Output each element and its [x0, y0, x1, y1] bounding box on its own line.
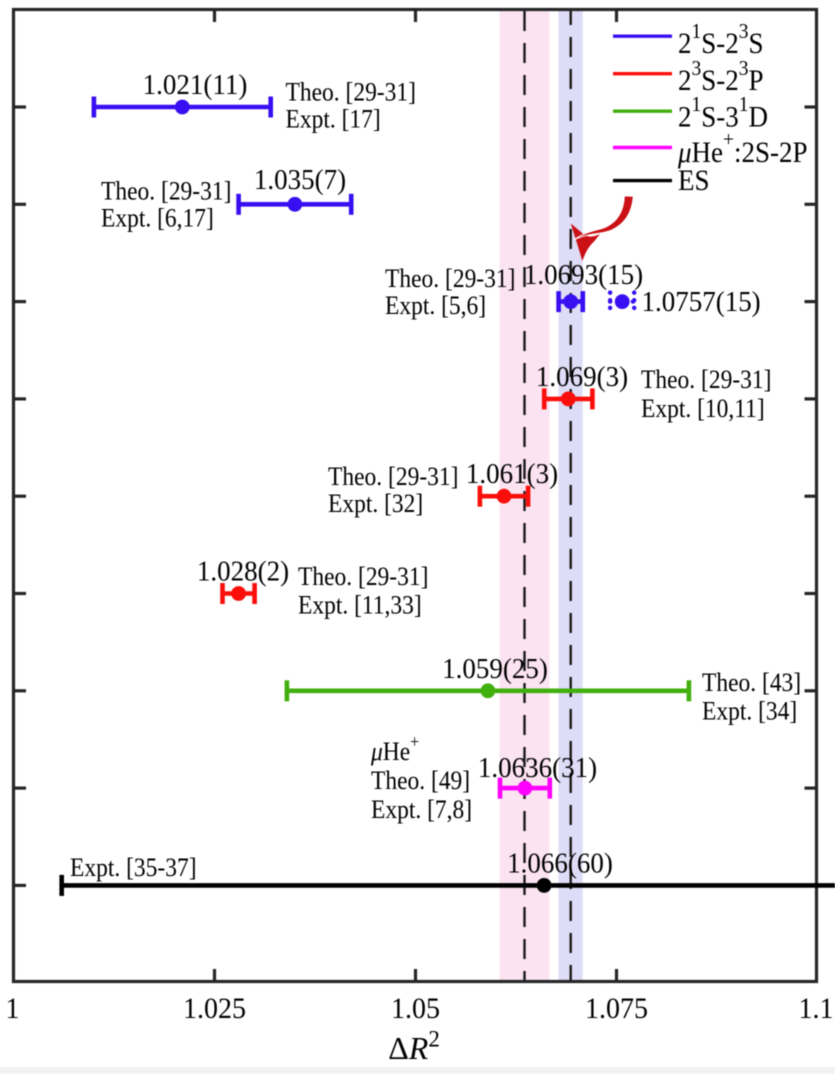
svg-text:Expt. [11,33]: Expt. [11,33] [298, 591, 422, 619]
svg-text:Theo. [29-31]: Theo. [29-31] [286, 78, 416, 106]
svg-text:1.0757(15): 1.0757(15) [642, 285, 761, 317]
svg-text:Expt. [32]: Expt. [32] [328, 490, 423, 518]
svg-text:Expt. [34]: Expt. [34] [702, 697, 797, 725]
svg-text:1.1: 1.1 [799, 992, 834, 1025]
svg-text:1.035(7): 1.035(7) [254, 163, 346, 195]
svg-text:Theo. [43]: Theo. [43] [702, 669, 801, 697]
svg-text:Theo. [29-31]: Theo. [29-31] [298, 563, 428, 591]
svg-text:1.075: 1.075 [585, 992, 648, 1025]
svg-text:1.061(3): 1.061(3) [466, 458, 558, 490]
svg-text:Expt. [7,8]: Expt. [7,8] [371, 796, 472, 824]
svg-text:Theo. [49]: Theo. [49] [371, 767, 470, 795]
svg-text:1.069(3): 1.069(3) [536, 360, 628, 392]
svg-text:1: 1 [6, 992, 20, 1025]
svg-text:μHe+: μHe+ [370, 732, 419, 766]
svg-text:Theo. [29-31]: Theo. [29-31] [101, 177, 231, 205]
svg-text:1.021(11): 1.021(11) [143, 68, 248, 100]
svg-text:1.05: 1.05 [391, 992, 440, 1025]
svg-text:Expt. [17]: Expt. [17] [286, 105, 381, 133]
svg-text:1.025: 1.025 [183, 992, 246, 1025]
svg-text:ES: ES [678, 165, 710, 197]
svg-text:Expt. [5,6]: Expt. [5,6] [385, 292, 486, 320]
svg-text:1.059(25): 1.059(25) [442, 652, 548, 684]
svg-text:Theo. [29-31]: Theo. [29-31] [385, 265, 515, 293]
svg-text:1.0636(31): 1.0636(31) [478, 751, 597, 783]
svg-text:1.028(2): 1.028(2) [197, 555, 289, 587]
svg-text:1.066(60): 1.066(60) [507, 847, 613, 879]
svg-text:Expt. [35-37]: Expt. [35-37] [70, 854, 197, 882]
svg-text:Theo. [29-31]: Theo. [29-31] [641, 366, 771, 394]
svg-text:Expt. [6,17]: Expt. [6,17] [101, 204, 214, 232]
svg-text:Expt. [10,11]: Expt. [10,11] [641, 395, 765, 423]
svg-text:Theo. [29-31]: Theo. [29-31] [328, 463, 458, 491]
svg-text:1.0693(15): 1.0693(15) [524, 258, 643, 290]
